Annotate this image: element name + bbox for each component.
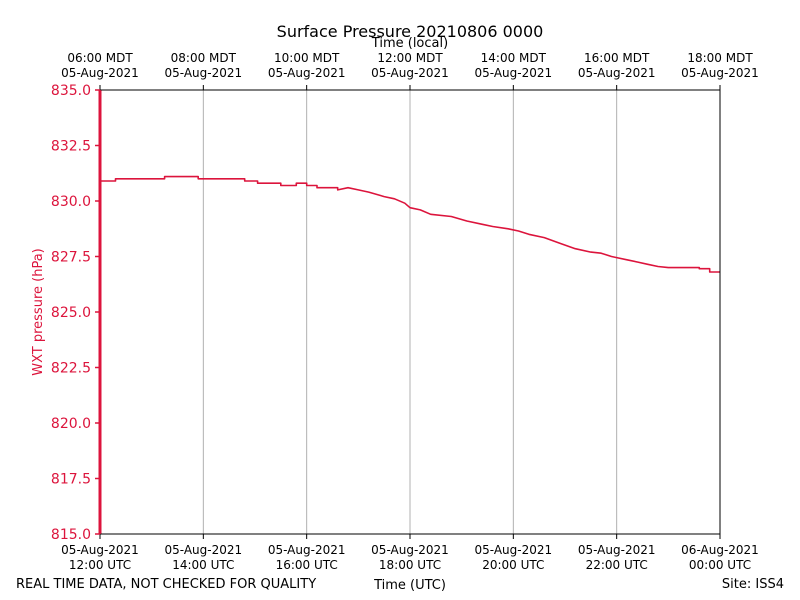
bottom-tick-date-label: 06-Aug-2021 <box>681 543 759 557</box>
y-tick-label: 832.5 <box>51 139 91 155</box>
y-tick-label: 835.0 <box>51 83 91 99</box>
top-tick-date-label: 05-Aug-2021 <box>268 66 346 80</box>
top-tick-date-label: 05-Aug-2021 <box>475 66 553 80</box>
top-tick-date-label: 05-Aug-2021 <box>681 66 759 80</box>
top-tick-time-label: 18:00 MDT <box>687 51 753 65</box>
y-tick-label: 830.0 <box>51 194 91 210</box>
top-axis-label: Time (local) <box>371 36 448 51</box>
top-tick-time-label: 14:00 MDT <box>481 51 547 65</box>
bottom-tick-time-label: 16:00 UTC <box>276 558 338 572</box>
bottom-tick-date-label: 05-Aug-2021 <box>578 543 656 557</box>
bottom-tick-date-label: 05-Aug-2021 <box>268 543 346 557</box>
top-tick-date-label: 05-Aug-2021 <box>165 66 243 80</box>
bottom-tick-time-label: 00:00 UTC <box>689 558 751 572</box>
top-tick-time-label: 12:00 MDT <box>377 51 443 65</box>
bottom-tick-time-label: 14:00 UTC <box>172 558 234 572</box>
site-label: Site: ISS4 <box>722 577 784 592</box>
y-tick-label: 822.5 <box>51 361 91 377</box>
chart-title: Surface Pressure 20210806 0000 <box>277 22 544 41</box>
top-tick-date-label: 05-Aug-2021 <box>371 66 449 80</box>
top-tick-date-label: 05-Aug-2021 <box>61 66 139 80</box>
top-tick-time-label: 06:00 MDT <box>67 51 133 65</box>
quality-disclaimer: REAL TIME DATA, NOT CHECKED FOR QUALITY <box>16 577 316 592</box>
bottom-tick-time-label: 20:00 UTC <box>482 558 544 572</box>
bottom-tick-date-label: 05-Aug-2021 <box>61 543 139 557</box>
y-tick-label: 827.5 <box>51 250 91 266</box>
y-tick-label: 817.5 <box>51 472 91 488</box>
bottom-tick-time-label: 18:00 UTC <box>379 558 441 572</box>
top-tick-date-label: 05-Aug-2021 <box>578 66 656 80</box>
grid-lines <box>202 90 618 534</box>
top-tick-time-label: 10:00 MDT <box>274 51 340 65</box>
y-tick-label: 815.0 <box>51 527 91 543</box>
y-axis-label: WXT pressure (hPa) <box>31 248 46 376</box>
bottom-tick-date-label: 05-Aug-2021 <box>165 543 243 557</box>
bottom-tick-date-label: 05-Aug-2021 <box>371 543 449 557</box>
bottom-tick-time-label: 22:00 UTC <box>586 558 648 572</box>
top-tick-time-label: 08:00 MDT <box>171 51 237 65</box>
series-line-0 <box>100 175 720 273</box>
top-tick-time-label: 16:00 MDT <box>584 51 650 65</box>
bottom-axis-label: Time (UTC) <box>373 578 446 593</box>
y-tick-label: 825.0 <box>51 305 91 321</box>
bottom-tick-time-label: 12:00 UTC <box>69 558 131 572</box>
y-tick-label: 820.0 <box>51 416 91 432</box>
bottom-tick-date-label: 05-Aug-2021 <box>475 543 553 557</box>
